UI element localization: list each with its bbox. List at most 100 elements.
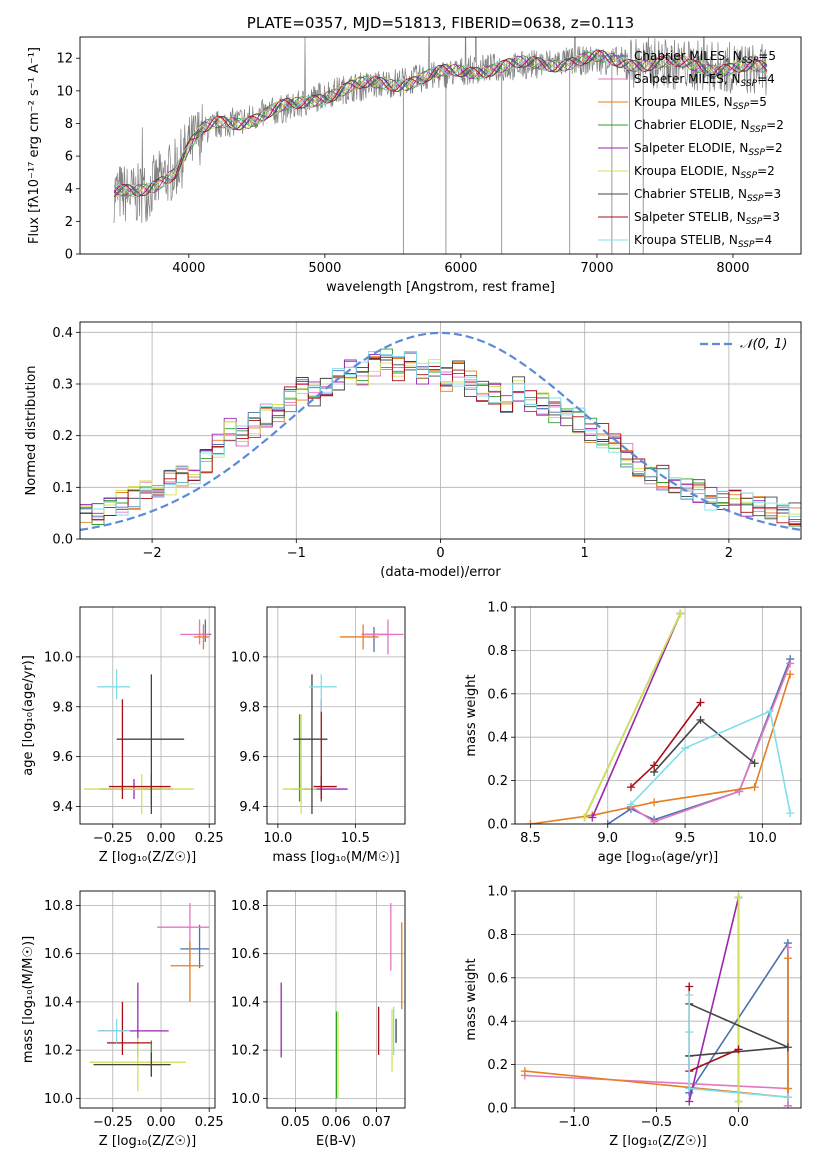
plot-area	[113, 37, 768, 254]
legend-name: Salpeter MILES, N	[634, 72, 741, 86]
legend-name: Chabrier MILES, N	[634, 49, 742, 63]
y-tick-label: 0.0	[52, 533, 73, 548]
x-axis-label: E(B-V)	[316, 1134, 356, 1149]
legend-n: =3	[762, 210, 780, 224]
x-axis-label: Z [log₁₀(Z/Z☉)]	[609, 1134, 706, 1149]
error-bar-point-8	[308, 674, 337, 712]
model-fit-5	[113, 51, 768, 197]
x-tick-label: 10.0	[263, 831, 292, 846]
weight-marker-2-0	[520, 1067, 529, 1076]
plot-area	[83, 619, 212, 815]
weight-series-1	[630, 663, 791, 823]
y-axis-label: age [log₁₀(age/yr)]	[21, 655, 36, 776]
error-bar-point-8	[97, 1018, 131, 1043]
gaussian-curve	[80, 331, 801, 531]
y-tick-label: 10.2	[44, 1044, 73, 1059]
legend-entry-6: Chabrier STELIB, NSSP=3	[634, 187, 781, 204]
model-fit-8	[113, 50, 768, 198]
legend-name: Chabrier ELODIE, N	[634, 118, 750, 132]
x-tick-label: 2	[725, 546, 733, 561]
y-axis-label: mass weight	[464, 958, 479, 1040]
y-axis-label: mass weight	[464, 674, 479, 756]
weight-marker-4-0	[685, 1097, 694, 1106]
legend-name: Kroupa ELODIE, N	[634, 164, 741, 178]
histogram-8	[80, 351, 801, 539]
y-tick-label: 10.8	[231, 899, 260, 914]
y-tick-label: 10.6	[44, 947, 73, 962]
legend-sub: SSP	[741, 171, 758, 181]
error-bar-point-7	[313, 699, 337, 800]
weight-marker-1-1	[650, 817, 659, 824]
weight-marker-8-0	[626, 800, 635, 809]
weight-marker-2-4	[786, 670, 795, 679]
x-tick-label: 0.00	[147, 1115, 176, 1130]
x-tick-label: −0.5	[641, 1115, 673, 1130]
weight-marker-8-1	[685, 1028, 694, 1037]
error-bar-point-8	[97, 669, 131, 700]
y-tick-label: 10.8	[44, 899, 73, 914]
y-tick-label: 0.4	[487, 1015, 508, 1030]
x-tick-label: 0.07	[362, 1115, 391, 1130]
weight-series-7	[630, 702, 702, 788]
y-tick-label: 10.0	[231, 650, 260, 665]
weight-marker-1-3	[786, 659, 795, 668]
weight-series-4	[688, 897, 740, 1102]
chart-title: PLATE=0357, MJD=51813, FIBERID=0638, z=0…	[247, 14, 634, 32]
legend-sub: SSP	[747, 194, 764, 204]
y-tick-label: 0	[65, 248, 73, 263]
legend-name: Salpeter STELIB, N	[634, 210, 746, 224]
weight-marker-6-1	[783, 1043, 792, 1052]
plot-area	[526, 609, 795, 824]
legend-name: Kroupa MILES, N	[634, 95, 733, 109]
legend-gaussian: 𝒩(0, 1)	[740, 337, 787, 352]
axes-spectrum: 4000 5000 6000 7000 8000 0 2 4 6 8 10 12 PLATE=0357,…	[27, 14, 802, 295]
legend-n: =5	[749, 95, 767, 109]
y-tick-label: 0.8	[487, 928, 508, 943]
weight-marker-6-2	[750, 759, 759, 768]
x-axis-label: (data-model)/error	[380, 565, 501, 580]
y-tick-label: 0.2	[487, 774, 508, 789]
error-bar-point-1	[157, 903, 210, 969]
model-fit-3	[113, 51, 768, 197]
legend-entry-5: Kroupa ELODIE, NSSP=2	[634, 164, 775, 181]
x-tick-label: 4000	[172, 261, 205, 276]
axes-frame	[79, 36, 802, 255]
error-bar-point-6	[293, 674, 328, 815]
weight-marker-7-1	[650, 761, 659, 770]
x-axis-label: age [log₁₀(age/yr)]	[598, 850, 719, 865]
x-tick-label: 0.25	[195, 831, 224, 846]
y-axis-label: mass [log₁₀(M/M☉)]	[21, 936, 36, 1063]
error-bar-point-7	[108, 699, 171, 800]
x-tick-label: 5000	[308, 261, 341, 276]
weight-marker-2-3	[783, 1084, 792, 1093]
legend-entry-7: Salpeter STELIB, NSSP=3	[634, 210, 780, 227]
y-tick-label: 0.3	[52, 378, 73, 393]
y-tick-label: 0.6	[487, 971, 508, 986]
axes-age-vs-mass: 10.0 10.5 9.4 9.6 9.8 10.0 mass [log₁₀(M/M☉)]	[231, 606, 406, 865]
x-tick-label: 0.00	[147, 831, 176, 846]
y-tick-label: 10.0	[231, 1092, 260, 1107]
legend-sub: SSP	[733, 102, 750, 112]
y-tick-label: 2	[65, 215, 73, 230]
model-fit-2	[113, 50, 767, 198]
y-tick-label: 10.4	[44, 995, 73, 1010]
error-bar-point-5	[282, 714, 317, 815]
weight-marker-6-1	[696, 715, 705, 724]
x-axis-label: mass [log₁₀(M/M☉)]	[272, 850, 399, 865]
weight-marker-5-1	[734, 893, 743, 902]
axes-mass-vs-z: −0.25 0.00 0.25 10.0 10.2 10.4 10.6 10.8 Z [log₁…	[21, 890, 224, 1149]
plot-area	[520, 893, 792, 1108]
x-tick-label: 10.0	[748, 831, 777, 846]
legend-entry-3: Chabrier ELODIE, NSSP=2	[634, 118, 784, 135]
y-tick-label: 1.0	[487, 601, 508, 616]
y-tick-label: 10.6	[231, 947, 260, 962]
legend-sub: SSP	[748, 148, 765, 158]
weight-marker-7-0	[685, 982, 694, 991]
histogram-7	[80, 356, 801, 539]
x-tick-label: 0	[436, 546, 444, 561]
axes-frame	[514, 606, 802, 825]
x-tick-label: −1.0	[558, 1115, 590, 1130]
weight-marker-7-2	[696, 698, 705, 707]
y-tick-label: 0.0	[487, 1102, 508, 1117]
